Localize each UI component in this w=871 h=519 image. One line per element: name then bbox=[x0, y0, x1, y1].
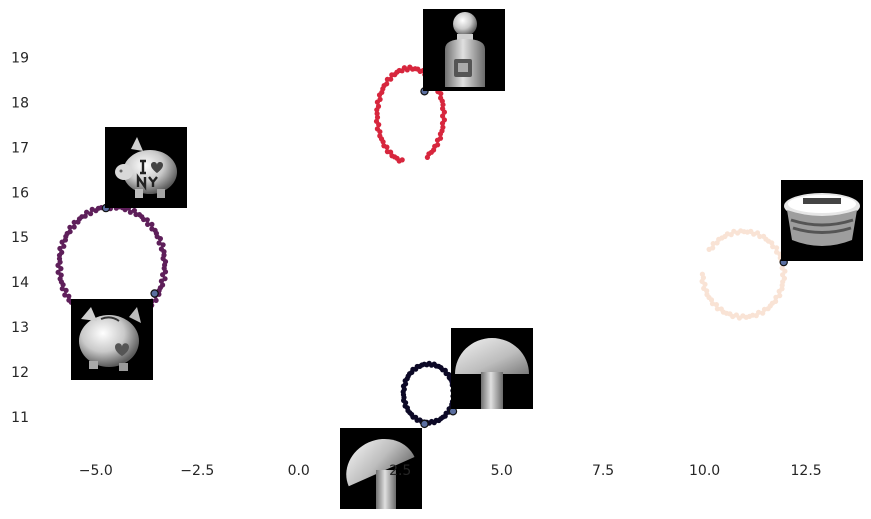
scatter-point bbox=[59, 239, 65, 245]
scatter-point bbox=[133, 211, 139, 218]
highlighted-point-wooden-mushroom-tilted bbox=[420, 419, 429, 429]
thumbnail-wooden-mushroom bbox=[451, 328, 533, 409]
scatter-point bbox=[127, 209, 133, 215]
scatter-point bbox=[777, 293, 783, 299]
scatter-point bbox=[702, 281, 708, 287]
scatter-point bbox=[75, 219, 81, 225]
scatter-point bbox=[389, 72, 395, 78]
scatter-point bbox=[440, 106, 446, 112]
y-tick-label: 13 bbox=[11, 320, 29, 336]
scatter-point bbox=[774, 245, 780, 251]
scatter-point bbox=[61, 243, 67, 249]
scatter-point bbox=[66, 293, 72, 299]
scatter-point bbox=[713, 302, 720, 308]
x-tick-label: 2.5 bbox=[389, 463, 411, 479]
scatter-point bbox=[60, 282, 66, 288]
thumbnail-plastic-tub bbox=[781, 180, 863, 261]
scatter-point bbox=[57, 245, 63, 252]
highlighted-points-layer bbox=[101, 87, 788, 429]
scatter-point bbox=[160, 242, 166, 248]
scatter-point bbox=[131, 207, 137, 214]
y-tick-label: 17 bbox=[11, 140, 29, 156]
highlighted-point-piggy-bank-spotted bbox=[150, 289, 159, 298]
points-layer bbox=[55, 64, 788, 426]
scatter-point bbox=[376, 122, 382, 128]
x-tick-label: 12.5 bbox=[791, 463, 822, 479]
scatter-point bbox=[153, 297, 159, 303]
thumbnail-piggy-bank-spotted bbox=[71, 299, 153, 380]
scatter-point bbox=[374, 114, 381, 120]
y-tick-label: 12 bbox=[11, 365, 29, 381]
scatter-point bbox=[63, 287, 69, 293]
scatter-point bbox=[709, 301, 716, 307]
y-tick-label: 15 bbox=[11, 230, 29, 246]
scatter-point bbox=[376, 92, 383, 98]
x-tick-label: −2.5 bbox=[180, 463, 214, 479]
scatter-point bbox=[162, 276, 168, 282]
scatter-point bbox=[437, 135, 444, 141]
thumbnail-piggy-bank-i-love-ny bbox=[105, 127, 187, 208]
scatter-point bbox=[149, 226, 155, 232]
scatter-point bbox=[160, 255, 166, 262]
scatter-point bbox=[440, 124, 446, 130]
scatter-point bbox=[435, 142, 441, 148]
x-tick-label: 7.5 bbox=[592, 463, 614, 479]
scatter-point bbox=[88, 211, 94, 217]
y-tick-label: 14 bbox=[11, 275, 29, 291]
scatter-point bbox=[756, 309, 762, 315]
y-tick-label: 18 bbox=[11, 95, 29, 111]
scatter-point bbox=[145, 221, 151, 227]
x-tick-label: 5.0 bbox=[491, 463, 513, 479]
scatter-point bbox=[89, 206, 95, 212]
scatter-point bbox=[384, 76, 390, 82]
y-axis-tick-labels: 11 12 13 14 15 16 17 18 19 bbox=[11, 50, 29, 426]
scatter-point bbox=[160, 282, 166, 288]
scatter-point bbox=[706, 246, 712, 252]
scatter-point bbox=[438, 95, 444, 101]
scatter-point bbox=[774, 249, 780, 255]
x-axis-tick-labels: −5.0 −2.5 0.0 2.5 5.0 7.5 10.0 12.5 bbox=[79, 463, 822, 479]
scatter-point bbox=[374, 111, 380, 117]
scatter-point bbox=[714, 240, 720, 246]
scatter-point bbox=[714, 306, 721, 312]
scatter-point bbox=[374, 107, 380, 113]
scatter-point bbox=[149, 221, 155, 227]
scatter-point bbox=[440, 113, 446, 119]
y-tick-label: 11 bbox=[11, 410, 29, 426]
scatter-point bbox=[441, 117, 447, 123]
x-tick-label: 10.0 bbox=[689, 463, 720, 479]
scatter-point bbox=[156, 240, 162, 246]
y-tick-label: 16 bbox=[11, 185, 29, 201]
x-tick-label: 0.0 bbox=[288, 463, 310, 479]
scatter-point bbox=[399, 157, 405, 163]
x-tick-label: −5.0 bbox=[79, 463, 113, 479]
thumbnail-wooden-mushroom-tilted bbox=[340, 428, 422, 509]
scatter-point bbox=[773, 298, 779, 304]
thumbnail-bottle-figure bbox=[423, 9, 505, 91]
scatter-point bbox=[704, 288, 710, 294]
scatter-point bbox=[384, 144, 390, 150]
scatter-point bbox=[761, 233, 767, 239]
scatter-point bbox=[58, 266, 64, 272]
scatter-point bbox=[84, 209, 90, 215]
scatter-point bbox=[71, 224, 77, 230]
scatter-point bbox=[71, 219, 77, 225]
scatter-point bbox=[374, 99, 380, 105]
scatter-point bbox=[67, 224, 73, 230]
scatter-point bbox=[380, 139, 386, 145]
scatter-point bbox=[710, 241, 716, 247]
scatter-point bbox=[377, 129, 383, 135]
scatter-point bbox=[158, 246, 164, 252]
scatter-point bbox=[62, 292, 68, 298]
y-tick-label: 19 bbox=[11, 50, 29, 66]
